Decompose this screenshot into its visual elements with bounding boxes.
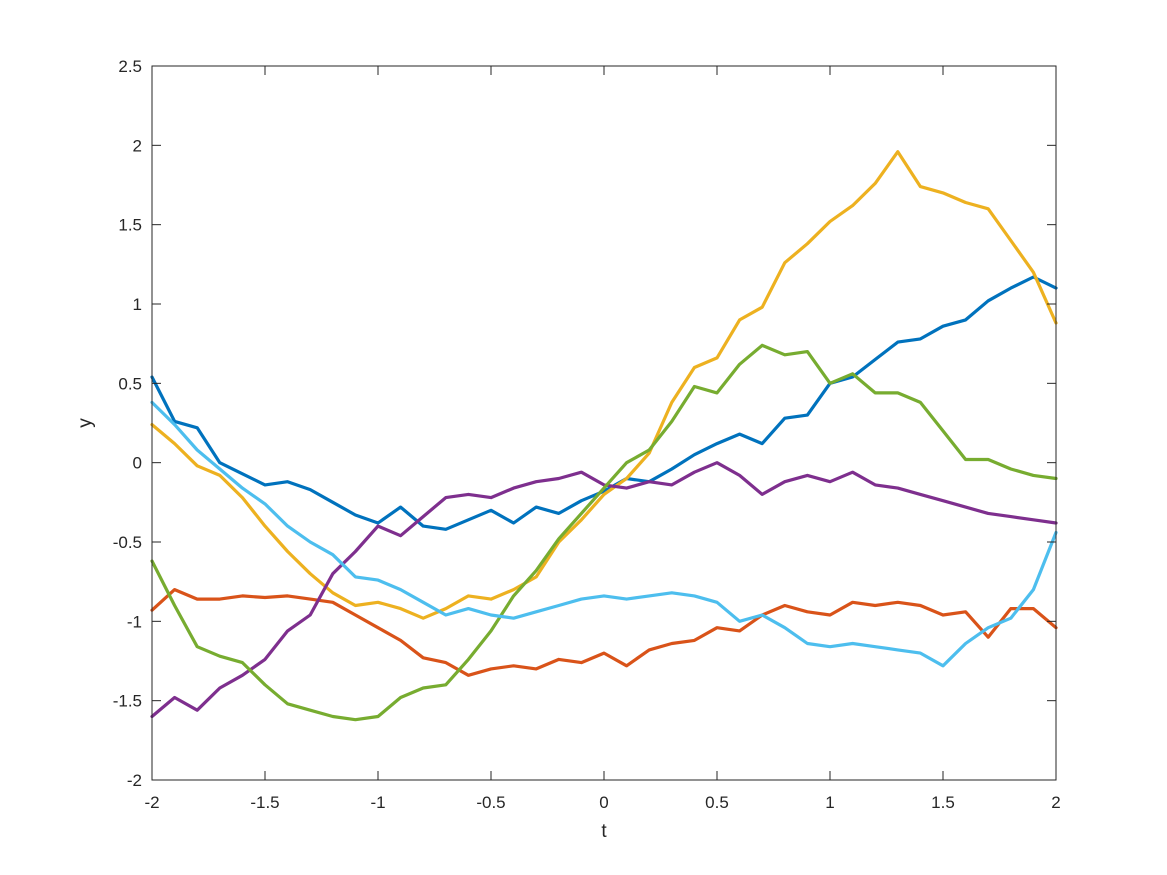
y-tick-label: -1.5 [113,692,142,711]
y-axis-label: y [75,418,96,428]
x-tick-label: -0.5 [476,793,505,812]
series-line-3 [150,150,1058,620]
series-line-2 [150,588,1058,677]
series-line-4 [150,461,1058,719]
x-tick-label: -2 [144,793,159,812]
x-tick-label: 0.5 [705,793,729,812]
x-tick-label: -1 [370,793,385,812]
y-tick-label: 0 [133,454,142,473]
series-line-1 [150,275,1058,531]
x-axis-ticks: -2 -1.5 -1 -0.5 0 0.5 1 1.5 2 [144,66,1061,812]
x-tick-label: 0 [599,793,608,812]
x-tick-label: 1 [825,793,834,812]
y-tick-label: -0.5 [113,533,142,552]
y-tick-label: 2 [133,136,142,155]
x-tick-label: 2 [1051,793,1060,812]
plot-area [152,66,1056,780]
y-tick-label: 1 [133,295,142,314]
y-tick-label: -2 [127,771,142,790]
y-axis-ticks: -2 -1.5 -1 -0.5 0 0.5 1 1.5 2 2.5 [113,57,1056,790]
series-line-5 [150,343,1058,722]
x-tick-label: 1.5 [931,793,955,812]
y-tick-label: 1.5 [118,216,142,235]
x-tick-label: -1.5 [250,793,279,812]
y-tick-label: 0.5 [118,374,142,393]
y-tick-label: -1 [127,612,142,631]
series-layer [150,150,1058,722]
series-line-6 [150,400,1058,668]
x-axis-label: t [601,821,607,842]
y-tick-label: 2.5 [118,57,142,76]
